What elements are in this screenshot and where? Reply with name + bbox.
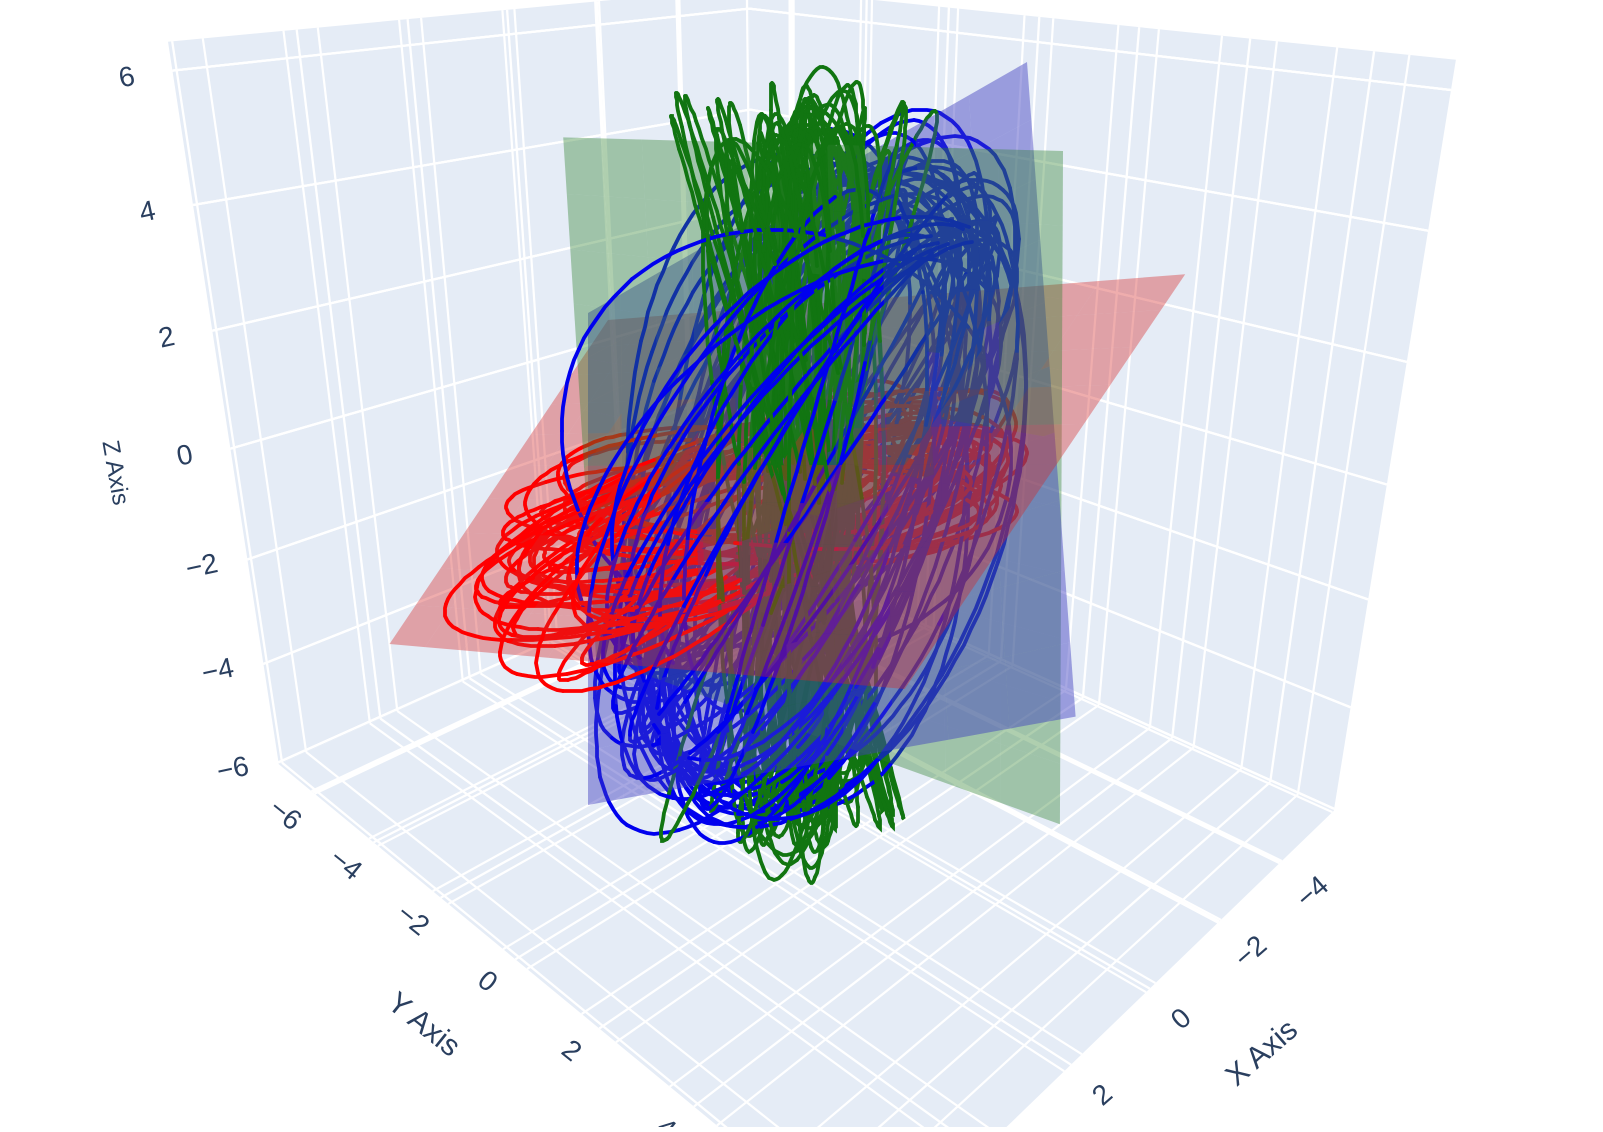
svg-text:−4: −4 [199, 652, 237, 689]
svg-text:−6: −6 [214, 750, 252, 787]
svg-text:−2: −2 [183, 547, 221, 584]
